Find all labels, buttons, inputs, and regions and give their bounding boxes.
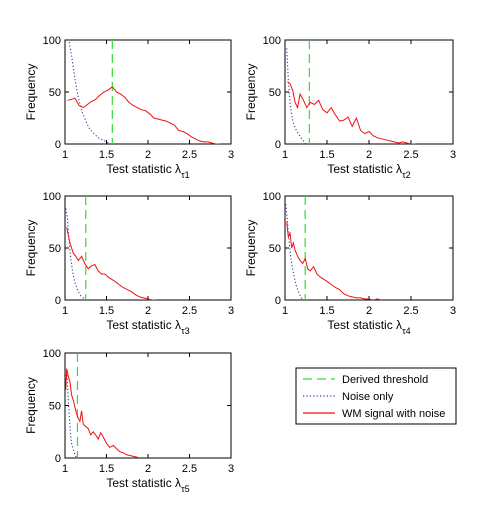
x-tick-label: 3	[228, 463, 234, 475]
wm-signal-line	[286, 221, 382, 300]
x-tick-label: 1.5	[99, 305, 114, 317]
x-tick-label: 2.5	[403, 149, 418, 161]
subplot-4: 1 1.5 2 2.5 3 0 50 100 Test statistic λτ4 Frequen…	[244, 191, 456, 336]
subplot-1: 1 1.5 2 2.5 3 0 50 100 Test statistic λτ1 Frequen…	[24, 35, 234, 180]
legend: Derived threshold Noise only WM signal wit…	[295, 367, 457, 425]
x-tick-label: 2	[145, 149, 151, 161]
y-axis-label: Frequency	[244, 220, 258, 277]
x-tick-label: 1	[62, 463, 68, 475]
x-tick-label: 3	[228, 149, 234, 161]
subplot-5: 1 1.5 2 2.5 3 0 50 100 Test statistic λτ5 Frequen…	[24, 348, 234, 494]
y-tick-label: 50	[49, 401, 61, 413]
y-tick-label: 50	[269, 243, 281, 255]
x-axis-label-main: Test statistic λ	[327, 318, 402, 332]
x-axis-label-main: Test statistic λ	[106, 318, 181, 332]
y-axis-label: Frequency	[244, 64, 258, 121]
x-tick-label: 1.5	[319, 149, 334, 161]
x-tick-label: 2	[145, 305, 151, 317]
x-tick-label: 1.5	[319, 305, 334, 317]
y-tick-label: 100	[263, 35, 281, 47]
x-axis-label-subscript: τ3	[181, 326, 190, 336]
legend-label: Noise only	[342, 391, 394, 403]
y-tick-label: 100	[43, 348, 61, 360]
plot-frame	[284, 195, 454, 301]
noise-only-line	[286, 48, 307, 144]
x-tick-label: 1	[62, 149, 68, 161]
wm-signal-line	[66, 227, 157, 300]
x-tick-label: 2.5	[182, 463, 197, 475]
y-tick-label: 100	[43, 191, 61, 203]
x-tick-label: 1	[62, 305, 68, 317]
x-axis-label-subscript: τ4	[402, 326, 411, 336]
y-tick-label: 0	[55, 295, 61, 307]
x-axis-label: Test statistic λτ5	[106, 476, 189, 494]
x-axis-label: Test statistic λτ4	[327, 318, 410, 336]
x-tick-label: 2.5	[182, 149, 197, 161]
y-tick-label: 0	[55, 453, 61, 465]
x-axis-label: Test statistic λτ2	[327, 162, 410, 180]
x-tick-label: 3	[450, 305, 456, 317]
x-tick-label: 2.5	[403, 305, 418, 317]
x-axis-label-main: Test statistic λ	[106, 162, 181, 176]
y-tick-label: 50	[269, 87, 281, 99]
x-tick-label: 2	[145, 463, 151, 475]
subplot-3: 1 1.5 2 2.5 3 0 50 100 Test statistic λτ3 Frequen…	[24, 191, 234, 336]
y-axis-label: Frequency	[24, 220, 38, 277]
x-tick-label: 2.5	[182, 305, 197, 317]
wm-signal-line	[65, 368, 140, 458]
subplot-2: 1 1.5 2 2.5 3 0 50 100 Test statistic λτ2 Frequen…	[244, 35, 456, 180]
wm-signal-line	[67, 86, 221, 144]
x-tick-label: 3	[450, 149, 456, 161]
x-axis-label-subscript: τ5	[181, 484, 190, 494]
x-tick-label: 1	[282, 305, 288, 317]
plot-frame	[64, 195, 232, 301]
noise-only-line	[65, 208, 87, 300]
x-axis-label-subscript: τ2	[402, 170, 411, 180]
y-tick-label: 0	[275, 295, 281, 307]
plot-frame	[284, 39, 454, 145]
x-axis-label-subscript: τ1	[181, 170, 190, 180]
x-axis-label: Test statistic λτ3	[106, 318, 189, 336]
x-tick-label: 2	[366, 149, 372, 161]
y-tick-label: 100	[263, 191, 281, 203]
x-axis-label-main: Test statistic λ	[106, 476, 181, 490]
y-tick-label: 50	[49, 87, 61, 99]
noise-only-line	[65, 368, 78, 458]
legend-label: Derived threshold	[342, 374, 428, 386]
y-tick-label: 0	[275, 139, 281, 151]
y-axis-label: Frequency	[24, 64, 38, 121]
x-tick-label: 3	[228, 305, 234, 317]
noise-only-line	[285, 204, 304, 300]
legend-box	[295, 367, 457, 425]
x-tick-label: 1.5	[99, 149, 114, 161]
x-tick-label: 2	[366, 305, 372, 317]
x-tick-label: 1.5	[99, 463, 114, 475]
y-axis-label: Frequency	[24, 377, 38, 434]
y-tick-label: 50	[49, 243, 61, 255]
noise-only-line	[68, 42, 111, 144]
y-tick-label: 100	[43, 35, 61, 47]
wm-signal-line	[287, 81, 416, 144]
legend-label: WM signal with noise	[342, 408, 445, 420]
y-tick-label: 0	[55, 139, 61, 151]
plot-frame	[64, 352, 232, 459]
x-axis-label-main: Test statistic λ	[327, 162, 402, 176]
x-axis-label: Test statistic λτ1	[106, 162, 189, 180]
x-tick-label: 1	[282, 149, 288, 161]
